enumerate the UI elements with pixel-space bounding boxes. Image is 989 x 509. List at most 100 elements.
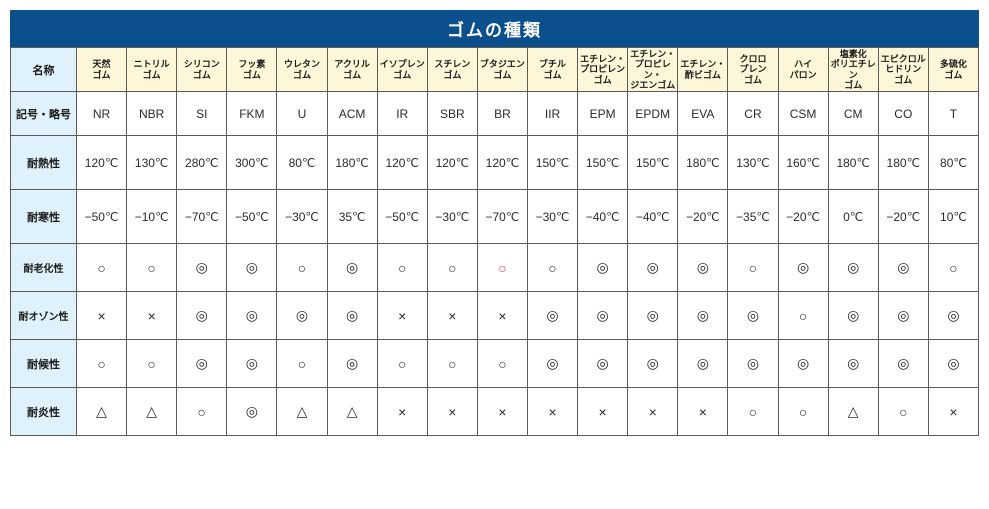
cell: △ [127,388,177,436]
cell: −30℃ [277,190,327,244]
cell: 0℃ [828,190,878,244]
cell: −50℃ [77,190,127,244]
column-header: エピクロルヒドリンゴム [878,48,928,92]
cell: ◎ [928,292,978,340]
cell: × [427,388,477,436]
cell: ◎ [728,340,778,388]
cell: 150℃ [527,136,577,190]
cell: ○ [728,244,778,292]
cell: ◎ [227,388,277,436]
cell: CM [828,92,878,136]
cell: ◎ [628,292,678,340]
cell: −50℃ [227,190,277,244]
cell: 35℃ [327,190,377,244]
cell: ◎ [828,340,878,388]
cell: ◎ [878,292,928,340]
row-label-flame: 耐炎性 [11,388,77,436]
cell: ◎ [327,292,377,340]
table-row-weather: 耐候性○○◎◎○◎○○○◎◎◎◎◎◎◎◎◎ [11,340,979,388]
table-row-heat: 耐熱性120℃130℃280℃300℃80℃180℃120℃120℃120℃15… [11,136,979,190]
cell: × [678,388,728,436]
column-header: イソプレンゴム [377,48,427,92]
column-header: ウレタンゴム [277,48,327,92]
cell: EPM [578,92,628,136]
cell: ◎ [578,244,628,292]
cell: 120℃ [477,136,527,190]
cell: SI [177,92,227,136]
cell: ◎ [277,292,327,340]
cell: × [377,292,427,340]
column-header: 多硫化ゴム [928,48,978,92]
cell: ○ [778,292,828,340]
cell: 150℃ [628,136,678,190]
cell: × [477,292,527,340]
cell: ○ [477,340,527,388]
column-header: フッ素ゴム [227,48,277,92]
cell: −20℃ [778,190,828,244]
column-header: 塩素化ポリエチレンゴム [828,48,878,92]
cell: ○ [778,388,828,436]
cell: ◎ [227,340,277,388]
cell: ○ [427,244,477,292]
cell: ◎ [728,292,778,340]
column-header: エチレン・酢ビゴム [678,48,728,92]
corner-label: 名称 [11,48,77,92]
column-header: エチレン・プロピレンゴム [578,48,628,92]
cell: −70℃ [477,190,527,244]
cell: ○ [878,388,928,436]
cell: ◎ [227,244,277,292]
cell: × [628,388,678,436]
cell: ○ [527,244,577,292]
cell: ◎ [177,244,227,292]
cell: △ [828,388,878,436]
row-label-ozone: 耐オゾン性 [11,292,77,340]
cell: △ [327,388,377,436]
column-header: ブタジエンゴム [477,48,527,92]
cell: ◎ [878,244,928,292]
column-header: ニトリルゴム [127,48,177,92]
cell: ○ [127,340,177,388]
row-label-aging: 耐老化性 [11,244,77,292]
cell: ACM [327,92,377,136]
row-label-cold: 耐寒性 [11,190,77,244]
cell: −30℃ [427,190,477,244]
cell: 180℃ [678,136,728,190]
cell: NR [77,92,127,136]
cell: ◎ [227,292,277,340]
cell: U [277,92,327,136]
cell: ○ [177,388,227,436]
cell: ◎ [578,340,628,388]
cell: △ [77,388,127,436]
table-row-cold: 耐寒性−50℃−10℃−70℃−50℃−30℃35℃−50℃−30℃−70℃−3… [11,190,979,244]
cell: 130℃ [728,136,778,190]
cell: ○ [728,388,778,436]
header-row: 名称 天然ゴムニトリルゴムシリコンゴムフッ素ゴムウレタンゴムアクリルゴムイソプレ… [11,48,979,92]
column-header: クロロプレンゴム [728,48,778,92]
cell: ○ [277,340,327,388]
cell: 160℃ [778,136,828,190]
cell: ◎ [628,244,678,292]
cell: ◎ [327,244,377,292]
cell: ◎ [527,340,577,388]
cell: −20℃ [878,190,928,244]
row-label-weather: 耐候性 [11,340,77,388]
row-label-heat: 耐熱性 [11,136,77,190]
cell: ◎ [678,340,728,388]
cell: IIR [527,92,577,136]
cell: ○ [77,244,127,292]
table-row-aging: 耐老化性○○◎◎○◎○○○○◎◎◎○◎◎◎○ [11,244,979,292]
cell: ◎ [177,340,227,388]
cell: 80℃ [928,136,978,190]
cell: −10℃ [127,190,177,244]
cell: 120℃ [377,136,427,190]
cell: ○ [427,340,477,388]
table-row-abbr: 記号・略号NRNBRSIFKMUACMIRSBRBRIIREPMEPDMEVAC… [11,92,979,136]
column-header: シリコンゴム [177,48,227,92]
cell: ◎ [928,340,978,388]
cell: CSM [778,92,828,136]
table-body: 記号・略号NRNBRSIFKMUACMIRSBRBRIIREPMEPDMEVAC… [11,92,979,436]
cell: −30℃ [527,190,577,244]
cell: EPDM [628,92,678,136]
cell: 180℃ [878,136,928,190]
cell: × [77,292,127,340]
